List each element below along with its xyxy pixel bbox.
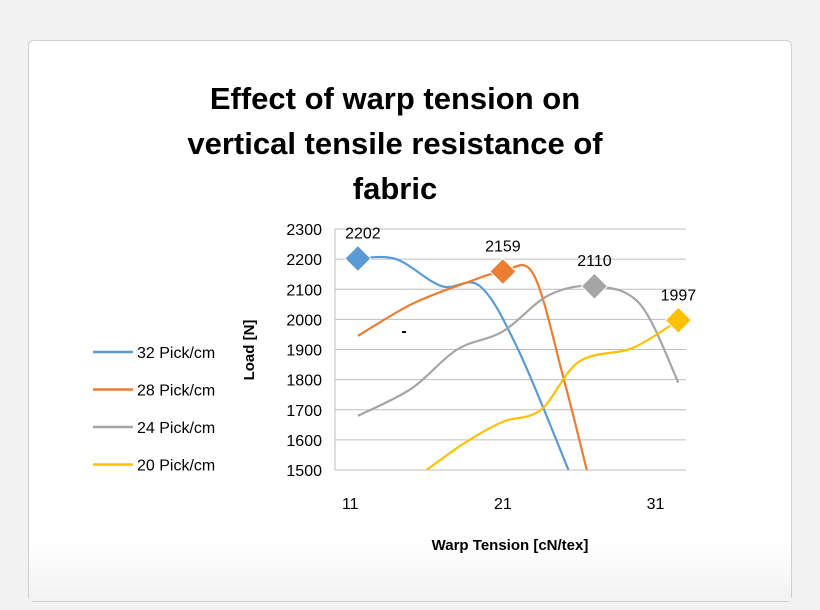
y-tick-label: 2000 [286, 312, 322, 329]
chart-frame [28, 40, 792, 602]
y-tick-label: 2300 [286, 222, 322, 239]
y-axis-label: Load [N] [241, 320, 258, 381]
data-label: 2159 [485, 238, 521, 255]
y-tick-label: 2200 [286, 252, 322, 269]
chart-title-line-3: fabric [352, 171, 438, 206]
gridlines [335, 228, 686, 471]
series-marker [489, 257, 517, 286]
series-marker [664, 306, 693, 334]
bottom-fade [29, 541, 791, 601]
y-tick-label: 1800 [286, 373, 322, 390]
legend-label: 32 Pick/cm [137, 345, 215, 362]
data-label: 2110 [577, 253, 612, 270]
data-label: 2202 [345, 226, 381, 243]
stray-mark: - [401, 323, 406, 340]
series-markers [344, 244, 693, 334]
legend: 32 Pick/cm 28 Pick/cm 24 Pick/cm 20 Pick/cm [93, 345, 215, 475]
x-axis-label: Warp Tension [cN/tex] [432, 537, 589, 554]
data-labels: 2202 2159 2110 1997 [345, 226, 696, 305]
chart-title-line-1: Effect of warp tension on [209, 81, 581, 116]
series-marker [344, 244, 372, 273]
x-tick-label: 21 [494, 496, 512, 513]
x-tick-label: 11 [342, 496, 359, 513]
y-tick-label: 2100 [286, 282, 322, 299]
legend-label: 24 Pick/cm [137, 420, 215, 437]
chart-title-line-2: vertical tensile resistance of [187, 126, 603, 161]
series-marker [580, 272, 609, 300]
y-tick-label: 1500 [286, 463, 322, 480]
axes: 1500 1600 1700 1800 1900 2000 2100 2200 2300 11 21… [286, 222, 664, 513]
series-line [425, 319, 679, 470]
data-label: 1997 [661, 287, 697, 304]
legend-label: 20 Pick/cm [137, 458, 215, 475]
x-tick-label: 31 [647, 496, 665, 513]
series-line [357, 255, 570, 470]
y-tick-label: 1900 [286, 343, 322, 360]
legend-label: 28 Pick/cm [137, 383, 215, 400]
y-tick-label: 1700 [286, 403, 322, 420]
y-tick-label: 1600 [286, 433, 322, 450]
chart-title: Effect of warp tension on vertical tensi… [150, 76, 640, 211]
series-line [357, 284, 680, 417]
